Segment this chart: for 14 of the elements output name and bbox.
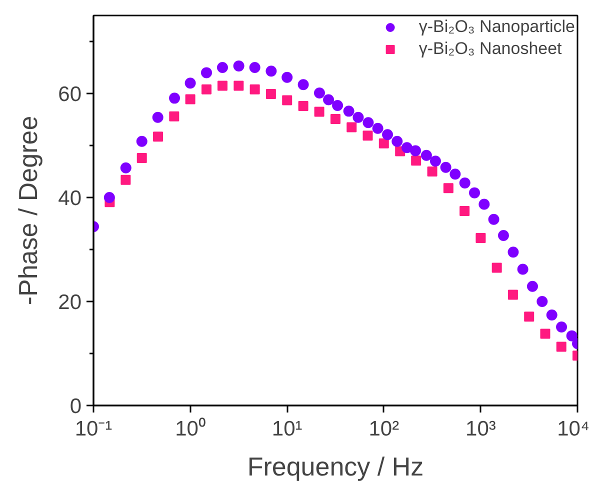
x-axis-title: Frequency / Hz — [247, 452, 424, 482]
legend-label: γ-Bi₂O₃ Nanosheet — [418, 39, 562, 59]
y-tick-label: 60 — [58, 83, 82, 106]
x-tick-label: 10⁴ — [557, 418, 589, 440]
x-tick-label: 10² — [368, 418, 400, 440]
y-tick-label: 40 — [58, 187, 82, 210]
y-tick-label: 0 — [70, 395, 82, 418]
y-tick-label: 20 — [58, 291, 82, 314]
y-axis-title: -Phase / Degree — [13, 116, 44, 306]
x-tick-label: 10⁰ — [175, 418, 206, 440]
x-tick-label: 10⁻¹ — [74, 418, 112, 440]
x-tick-label: 10¹ — [272, 418, 302, 440]
x-tick-label: 10³ — [466, 418, 496, 440]
legend-label: γ-Bi₂O₃ Nanoparticle — [418, 17, 575, 37]
